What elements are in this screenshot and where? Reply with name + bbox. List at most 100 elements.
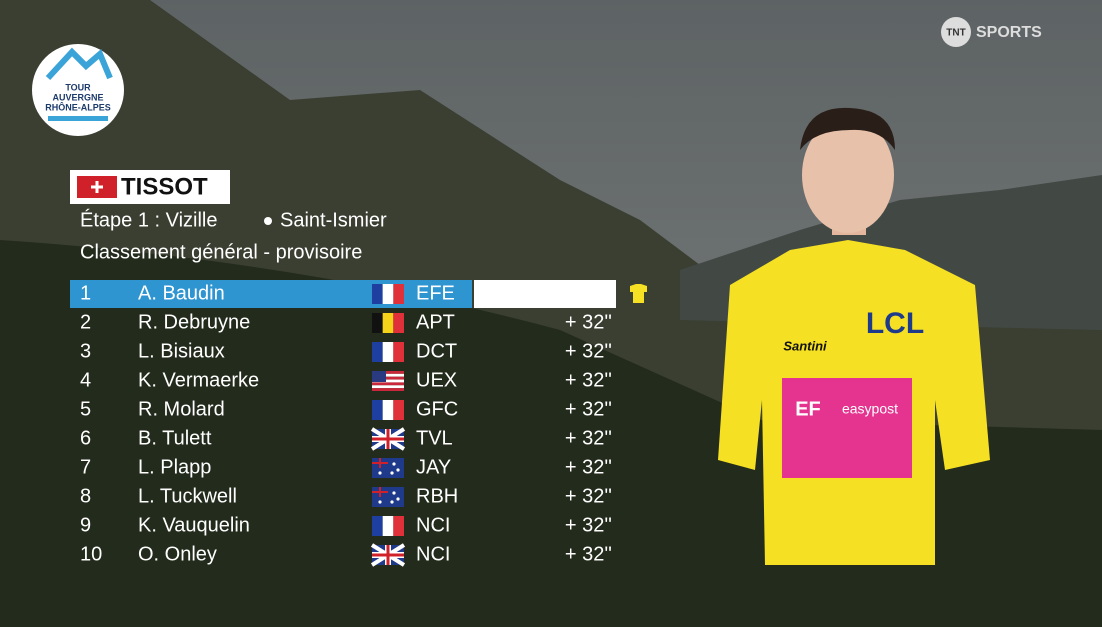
flag-part: [392, 462, 396, 466]
flag-part: [372, 516, 383, 536]
team-code: GFC: [416, 398, 458, 420]
flag-part: [393, 342, 404, 362]
time-gap: + 32'': [565, 340, 612, 362]
rider-name: L. Tuckwell: [138, 485, 237, 507]
jersey-text: easypost: [842, 401, 898, 417]
flag-part: [378, 500, 382, 504]
rank: 2: [80, 311, 91, 333]
flag: [372, 458, 404, 478]
flag: [372, 487, 404, 507]
flag-part: [382, 342, 394, 362]
broadcaster-name: SPORTS: [976, 24, 1042, 41]
logo-text: RHÔNE-ALPES: [45, 101, 111, 112]
time-gap: + 32'': [565, 543, 612, 565]
rank: 6: [80, 427, 91, 449]
logo-text: AUVERGNE: [52, 92, 103, 102]
team-code: NCI: [416, 543, 450, 565]
time-gap: + 32'': [565, 514, 612, 536]
flag: [372, 342, 404, 362]
flag-part: [393, 516, 404, 536]
team-code: APT: [416, 311, 455, 333]
flag-part: [372, 487, 388, 497]
rider-name: L. Plapp: [138, 456, 211, 478]
flag-part: [372, 313, 383, 333]
time-gap: + 32'': [565, 485, 612, 507]
time-gap: + 32'': [565, 311, 612, 333]
flag: [372, 400, 404, 420]
flag-part: [372, 388, 404, 391]
flag-part: [372, 373, 404, 377]
logo-peaks: [45, 47, 113, 81]
time-gap: 3h43'58'': [534, 282, 612, 304]
flag-part: [393, 313, 404, 333]
flag-part: [372, 371, 386, 382]
flag-part: [378, 471, 382, 475]
team-code: NCI: [416, 514, 450, 536]
flag: [370, 543, 406, 567]
team-code: TVL: [416, 427, 453, 449]
team-code: UEX: [416, 369, 457, 391]
race-logo: TOUR AUVERGNE RHÔNE-ALPES: [32, 44, 124, 136]
flag-part: [372, 284, 383, 304]
flag-part: [382, 313, 394, 333]
flag-part: [393, 284, 404, 304]
rider: LCL Santini EF easypost: [718, 107, 990, 565]
flag-part: [372, 545, 404, 565]
flag: [372, 371, 404, 391]
flag-part: [390, 471, 394, 475]
jersey-text: LCL: [866, 307, 924, 340]
rank: 1: [80, 282, 91, 304]
flag-part: [372, 371, 404, 374]
rank: 5: [80, 398, 91, 420]
hair: [800, 107, 895, 150]
yellow-jersey-icon: [630, 284, 647, 303]
tnt-badge: [941, 17, 971, 47]
time-gap: + 32'': [565, 398, 612, 420]
flag-part: [372, 376, 404, 380]
rank: 8: [80, 485, 91, 507]
rider-name: K. Vermaerke: [138, 369, 259, 391]
time-gap: + 32'': [565, 369, 612, 391]
flag-part: [382, 400, 394, 420]
flag: [372, 284, 404, 304]
rider-name: B. Tulett: [138, 427, 212, 449]
flag-part: [372, 342, 383, 362]
jersey-text: EF: [795, 398, 821, 420]
flag-part: [372, 379, 404, 383]
team-code: DCT: [416, 340, 457, 362]
rider-name: R. Debruyne: [138, 311, 250, 333]
flag-part: [372, 429, 404, 449]
flag-part: [396, 497, 400, 501]
flag-part: [372, 400, 383, 420]
flag-part: [372, 458, 388, 468]
stage-finish: Saint-Ismier: [280, 209, 387, 231]
sponsor-name: TISSOT: [121, 173, 208, 200]
flag: [370, 427, 406, 451]
separator-dot: [264, 217, 272, 225]
rider-name: O. Onley: [138, 543, 217, 565]
rider-name: L. Bisiaux: [138, 340, 225, 362]
stage-label: Étape 1 : Vizille: [80, 208, 218, 231]
time-gap: + 32'': [565, 427, 612, 449]
flag-part: [392, 491, 396, 495]
broadcaster-logo: TNT SPORTS: [941, 17, 1042, 47]
sponsor-cross: [91, 181, 103, 193]
leader-highlight: [70, 280, 472, 308]
rank: 9: [80, 514, 91, 536]
team-code: RBH: [416, 485, 458, 507]
flag-part: [372, 382, 404, 386]
time-gap: + 32'': [565, 456, 612, 478]
flag: [372, 516, 404, 536]
logo-band: [48, 116, 108, 121]
logo-text: TOUR: [65, 82, 91, 92]
flag-part: [396, 468, 400, 472]
flag-part: [393, 400, 404, 420]
rank: 4: [80, 369, 91, 391]
classification: Classement général - provisoire: [80, 241, 362, 263]
head: [802, 117, 894, 233]
jersey-panel: [782, 378, 912, 478]
flag-part: [372, 458, 404, 478]
rank: 10: [80, 543, 102, 565]
